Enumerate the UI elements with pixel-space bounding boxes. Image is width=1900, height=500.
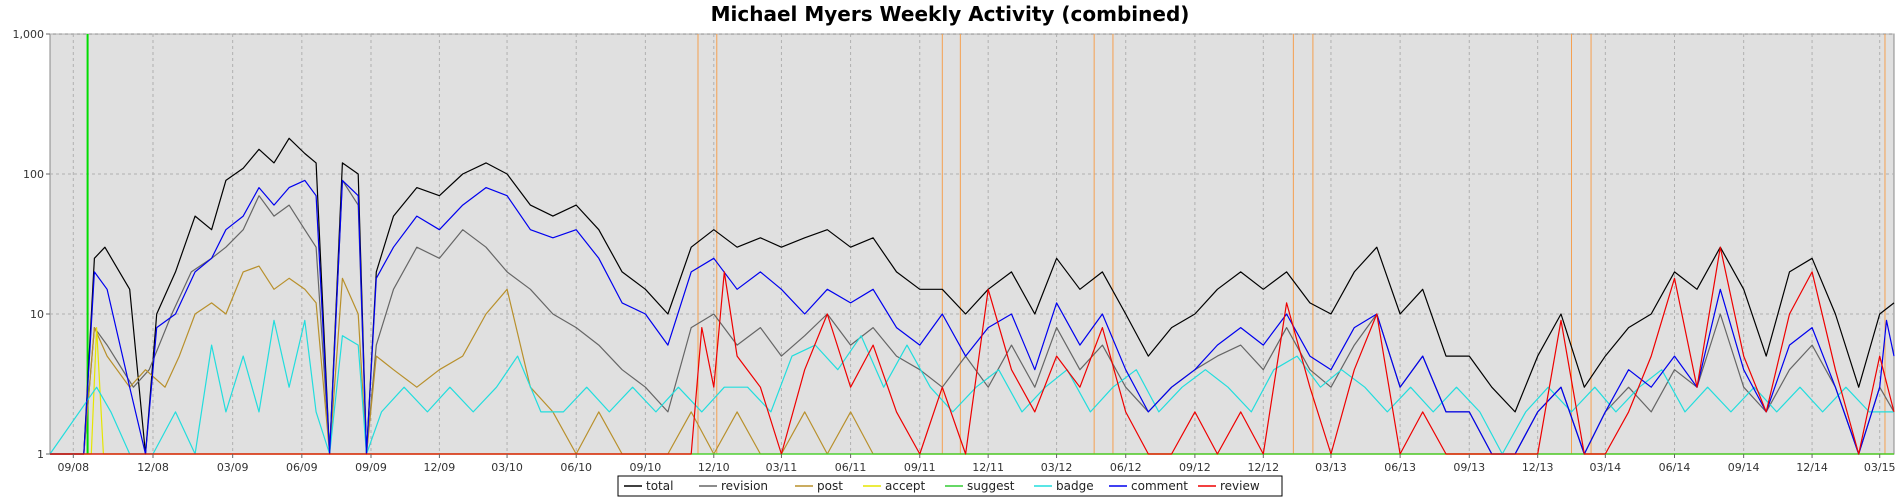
x-tick-label: 09/09 — [355, 461, 387, 474]
legend-label-comment: comment — [1131, 479, 1188, 493]
series-line-review — [50, 246, 1895, 455]
x-tick-label: 12/08 — [137, 461, 169, 474]
y-tick-label: 1 — [37, 448, 44, 461]
x-tick-label: 12/14 — [1796, 461, 1828, 474]
x-tick-label: 03/14 — [1589, 461, 1621, 474]
x-tick-label: 09/08 — [57, 461, 89, 474]
x-axis: 09/08 12/08 03/09 06/09 09/09 12/09 03/10 06/10… — [57, 454, 1896, 474]
legend-label-review: review — [1220, 479, 1260, 493]
legend-label-revision: revision — [721, 479, 768, 493]
x-tick-label: 09/14 — [1728, 461, 1760, 474]
x-tick-label: 03/15 — [1864, 461, 1896, 474]
x-tick-label: 06/13 — [1384, 461, 1416, 474]
chart-title: Michael Myers Weekly Activity (combined) — [711, 2, 1190, 26]
y-tick-label: 1,000 — [13, 28, 45, 41]
legend-label-suggest: suggest — [967, 479, 1015, 493]
x-tick-label: 12/10 — [698, 461, 730, 474]
x-tick-label: 09/12 — [1179, 461, 1211, 474]
x-tick-label: 03/11 — [766, 461, 798, 474]
x-tick-label: 06/09 — [286, 461, 318, 474]
series-line-total — [50, 137, 1895, 455]
x-tick-label: 03/10 — [491, 461, 523, 474]
x-tick-label: 12/09 — [424, 461, 456, 474]
y-axis: 1 10 100 1,000 — [13, 28, 50, 461]
x-tick-label: 09/13 — [1453, 461, 1485, 474]
x-tick-label: 06/12 — [1110, 461, 1142, 474]
x-tick-label: 06/10 — [560, 461, 592, 474]
x-tick-label: 03/12 — [1041, 461, 1073, 474]
x-tick-label: 09/11 — [904, 461, 936, 474]
y-tick-label: 10 — [30, 308, 44, 321]
x-tick-label: 09/10 — [630, 461, 662, 474]
series-lines — [49, 137, 1895, 455]
y-tick-label: 100 — [23, 168, 44, 181]
legend-label-accept: accept — [885, 479, 926, 493]
series-line-comment — [50, 179, 1895, 455]
x-tick-label: 06/14 — [1659, 461, 1691, 474]
x-tick-label: 12/13 — [1522, 461, 1554, 474]
x-tick-label: 06/11 — [835, 461, 867, 474]
x-tick-label: 03/13 — [1315, 461, 1347, 474]
legend: total revision post accept suggest badge comme… — [617, 475, 1283, 497]
event-markers — [86, 34, 1886, 454]
legend-label-badge: badge — [1056, 479, 1094, 493]
legend-label-total: total — [646, 479, 673, 493]
x-tick-label: 12/11 — [972, 461, 1004, 474]
x-tick-label: 03/09 — [217, 461, 249, 474]
x-tick-label: 12/12 — [1247, 461, 1279, 474]
legend-label-post: post — [817, 479, 843, 493]
